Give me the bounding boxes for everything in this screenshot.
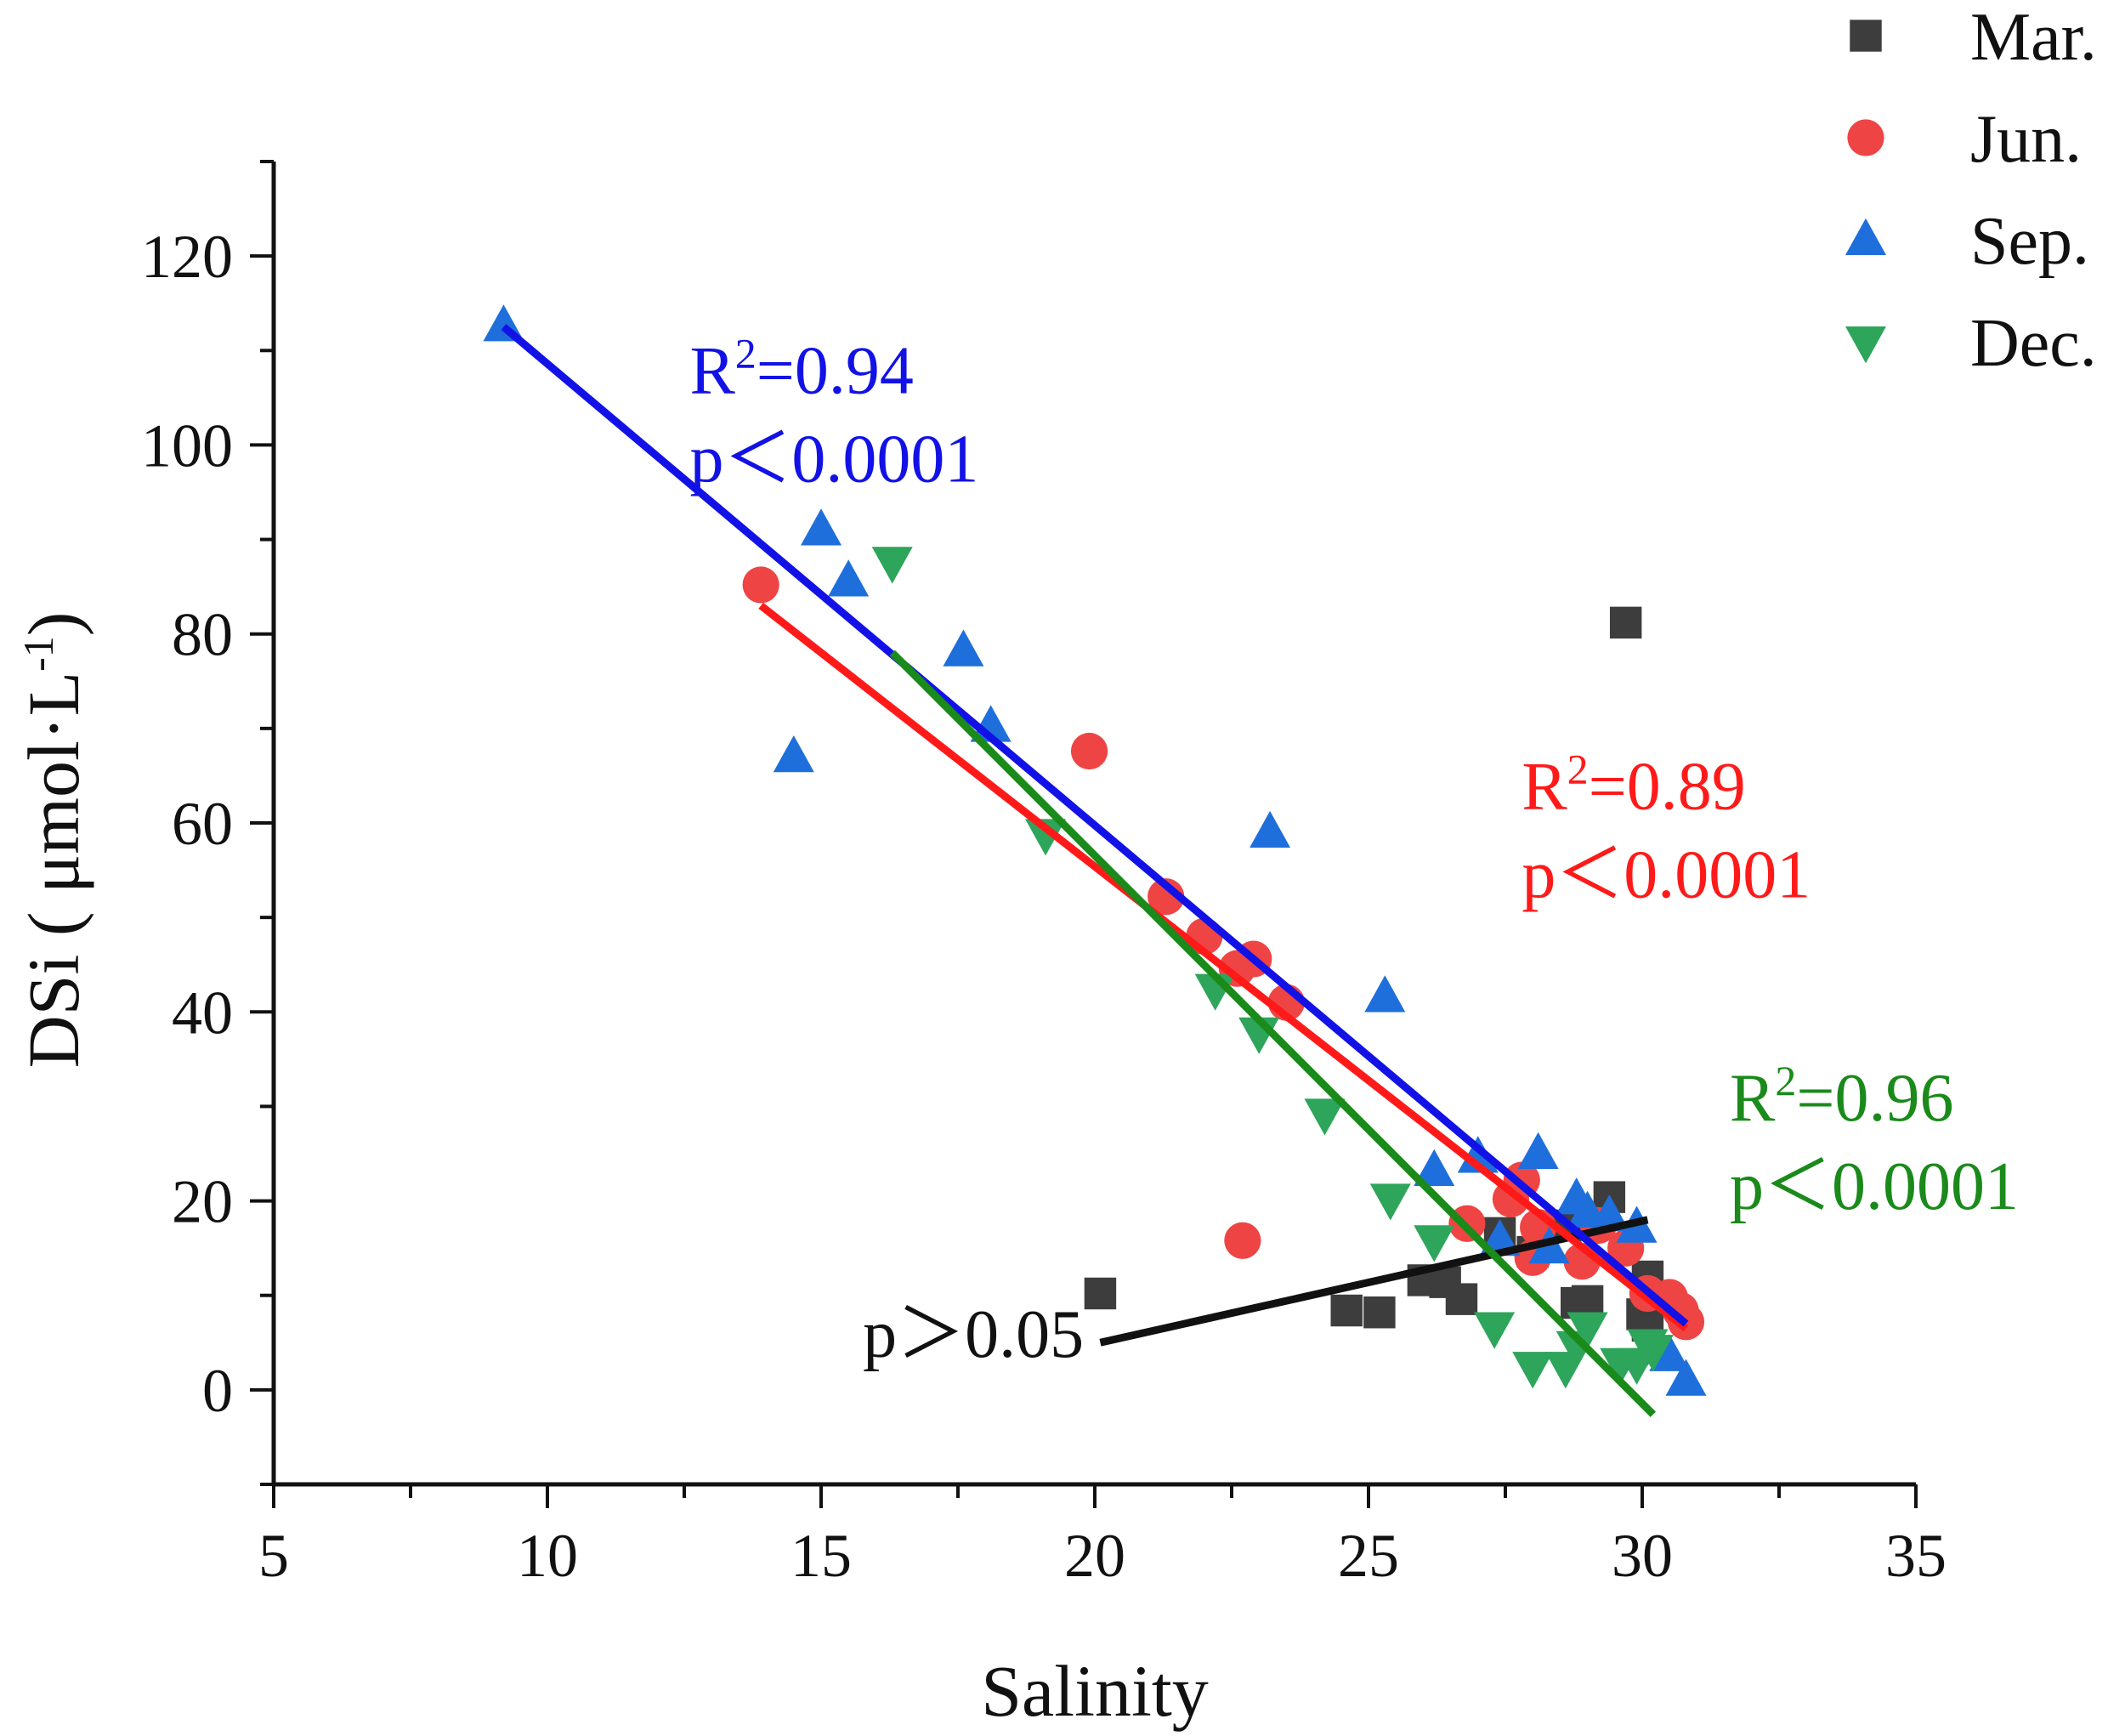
point-mar [1571,1285,1604,1318]
point-sep [1414,1149,1455,1187]
point-sep [1457,1136,1499,1173]
x-tick-label: 10 [517,1522,578,1590]
fit-lines [501,324,1689,1417]
point-dec [871,547,913,584]
x-tick-label: 30 [1612,1522,1673,1590]
r2-label-jun: R2=0.89 [1522,745,1745,824]
point-jun [1148,878,1185,916]
y-tick-label: 60 [172,790,233,858]
fit-line-dec [889,650,1657,1417]
x-axis-title: Salinity [981,1650,1209,1732]
annotations: R2=0.94 p＜0.0001 R2=0.89 p＜0.0001 R2=0.96 p＜0… [689,329,2019,1372]
x-tick-label: 15 [790,1522,852,1590]
x-tick-label: 35 [1885,1522,1946,1590]
p-label-sep: p＜0.0001 [689,422,978,496]
y-axis-title: DSi ( μmol·L-1) [13,612,94,1069]
r2-label-dec: R2=0.96 [1730,1057,1953,1136]
point-sep [1517,1132,1559,1169]
legend-marker-jun [1847,119,1884,156]
y-tick-label: 40 [172,979,233,1047]
legend-label-jun: Jun. [1970,102,2082,177]
y-tick-label: 80 [172,601,233,669]
point-dec [1512,1352,1554,1389]
fit-line-mar [1099,1216,1649,1347]
p-label-jun: p＜0.0001 [1522,837,1810,912]
p-label-dec: p＜0.0001 [1730,1149,2019,1224]
point-dec [1369,1183,1411,1221]
point-jun [1070,732,1108,770]
point-dec [1025,819,1067,856]
legend: Mar. Jun. Sep. Dec. [1845,0,2097,381]
point-mar [1363,1296,1396,1329]
legend-marker-dec [1845,326,1886,364]
legend-marker-sep [1845,218,1886,255]
point-dec [1304,1098,1346,1136]
data-markers [483,304,1707,1396]
point-sep [1364,975,1406,1013]
point-mar [1609,606,1642,639]
r2-label-sep: R2=0.94 [689,329,913,408]
legend-label-dec: Dec. [1970,306,2097,381]
point-dec [1414,1225,1455,1262]
legend-marker-mar [1850,20,1882,52]
point-dec [1567,1312,1608,1349]
point-sep [1250,810,1291,848]
point-sep [1665,1359,1707,1396]
point-sep [801,508,842,546]
x-tick-label: 20 [1064,1522,1125,1590]
point-sep [943,629,984,667]
point-jun [742,566,779,604]
legend-label-sep: Sep. [1970,204,2089,279]
y-tick-label: 120 [141,223,233,291]
axes: 5 10 15 20 25 30 35 0 20 40 60 80 100 120 Salinity DSi … [13,160,1946,1732]
point-dec [1474,1312,1516,1349]
point-mar [1084,1277,1117,1310]
point-sep [828,559,870,597]
y-tick-label: 0 [202,1357,233,1425]
series-dec [871,547,1674,1389]
point-sep [1589,1194,1630,1232]
y-tick-label: 20 [172,1168,233,1236]
point-sep [773,735,814,773]
p-label-mar: p＞0.05 [863,1297,1084,1372]
point-dec [1632,1335,1674,1372]
fit-line-jun [758,602,1689,1332]
y-tick-label: 100 [141,411,233,479]
x-tick-label: 25 [1338,1522,1399,1590]
fit-line-sep [501,324,1689,1327]
x-tick-label: 5 [258,1522,289,1590]
point-mar [1330,1294,1363,1327]
point-sep [1649,1334,1691,1371]
legend-label-mar: Mar. [1970,0,2097,75]
point-jun [1224,1222,1261,1259]
point-mar [1445,1283,1478,1315]
